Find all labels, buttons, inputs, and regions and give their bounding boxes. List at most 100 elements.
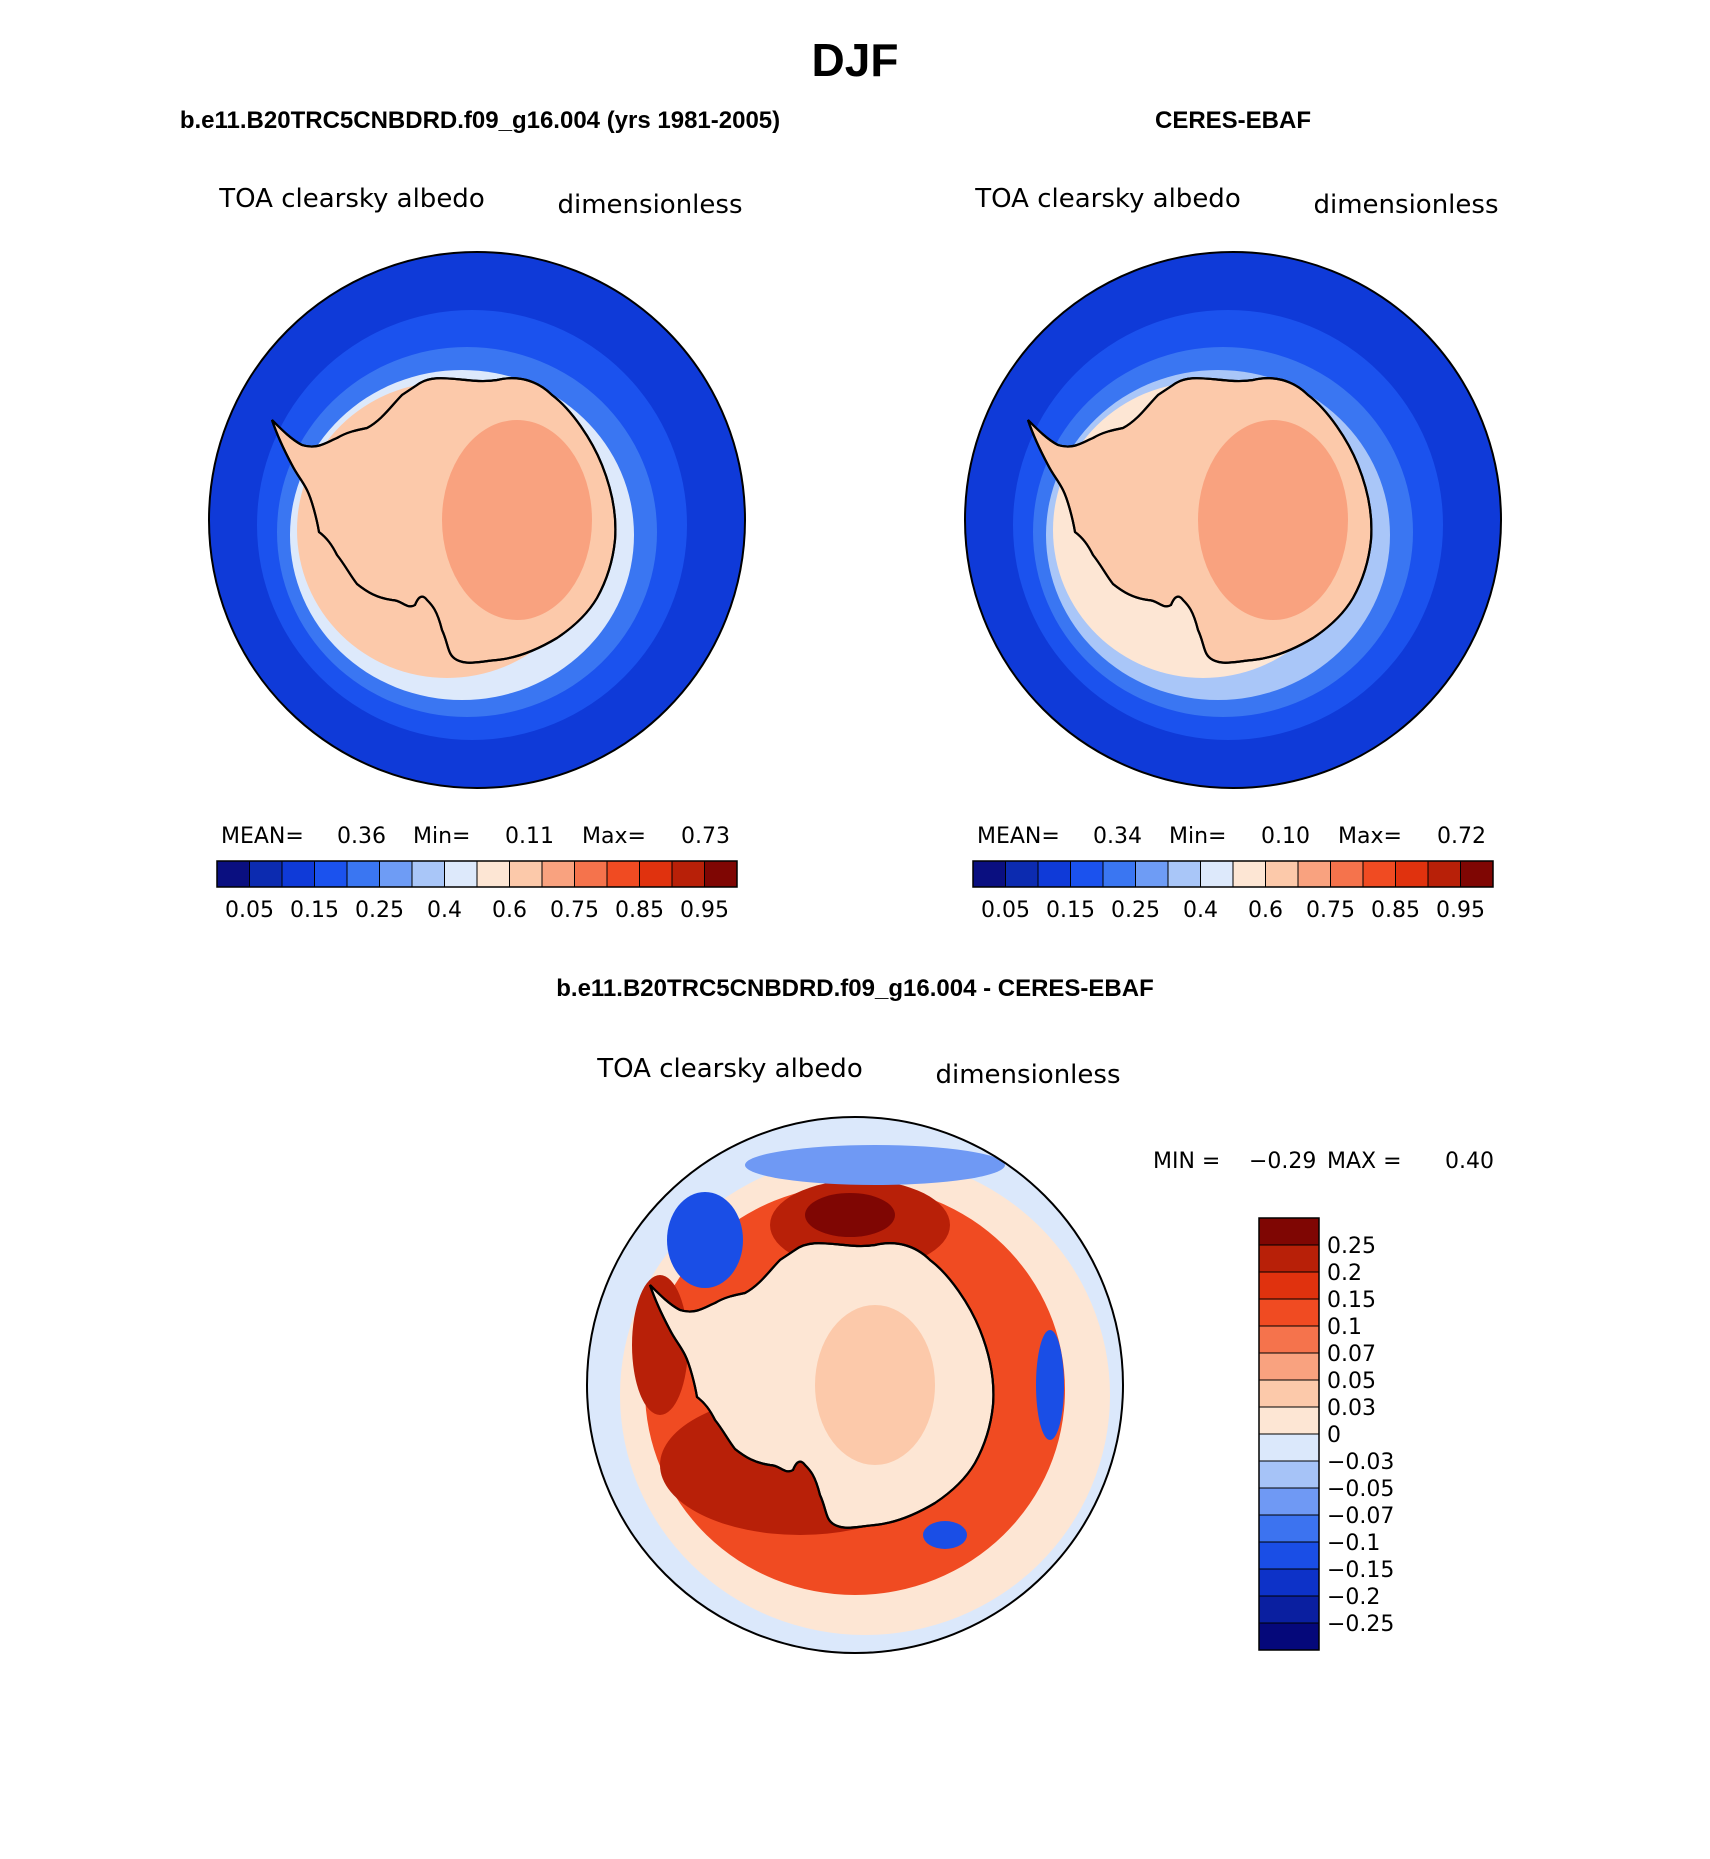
- panel-diff-max-value: 0.40: [1445, 1149, 1494, 1174]
- panel-diff-max-label: MAX =: [1327, 1149, 1402, 1174]
- panel-diff-negative-west: [667, 1192, 743, 1288]
- panel-diff-negative-north-band: [745, 1145, 1005, 1185]
- panel-diff-variable: TOA clearsky albedo: [596, 1054, 862, 1084]
- panel-diff-map-border: [586, 1116, 1124, 1654]
- panel-model-colorbar-swatch: [606, 860, 640, 888]
- panel-model-colorbar-swatch: [411, 860, 445, 888]
- panel-obs-colorbar-swatch: [1167, 860, 1201, 888]
- panel-model-colorbar-swatch: [379, 860, 413, 888]
- panel-diff-colorbar-tick-label: 0.03: [1327, 1396, 1376, 1421]
- panel-obs: CERES-EBAF TOA clearsky albedo dimension…: [964, 107, 1502, 923]
- panel-model-colorbar-swatch: [639, 860, 673, 888]
- panel-obs-antarctica: [1026, 377, 1373, 664]
- panel-obs-colorbar-swatch: [1135, 860, 1169, 888]
- panel-diff: b.e11.B20TRC5CNBDRD.f09_g16.004 - CERES-…: [556, 975, 1494, 1654]
- panel-model-colorbar-tick-label: 0.05: [225, 898, 274, 923]
- panel-diff-colorbar-tick-label: −0.1: [1327, 1531, 1380, 1556]
- panel-model-title: b.e11.B20TRC5CNBDRD.f09_g16.004 (yrs 198…: [180, 107, 780, 134]
- panel-model-mean-label: MEAN=: [221, 824, 304, 849]
- panel-diff-colorbar-tick-label: −0.07: [1327, 1504, 1394, 1529]
- panel-obs-colorbar-swatch: [1395, 860, 1429, 888]
- panel-diff-negative-south: [923, 1521, 967, 1549]
- panel-model-colorbar-swatch: [509, 860, 543, 888]
- panel-obs-max-label: Max=: [1338, 824, 1402, 849]
- panel-diff-colorbar-swatch: [1258, 1244, 1320, 1273]
- panel-diff-title: b.e11.B20TRC5CNBDRD.f09_g16.004 - CERES-…: [556, 975, 1154, 1002]
- panel-diff-colorbar-swatch: [1258, 1541, 1320, 1570]
- panel-model-units: dimensionless: [558, 190, 743, 220]
- panel-model-colorbar-swatch: [281, 860, 315, 888]
- panel-diff-colorbar-swatch: [1258, 1325, 1320, 1354]
- panel-model-colorbar-swatch: [574, 860, 608, 888]
- panel-diff-colorbar-swatch: [1258, 1271, 1320, 1300]
- panel-diff-stats: MIN = −0.29 MAX = 0.40: [1153, 1149, 1494, 1174]
- panel-model-colorbar-tick-label: 0.75: [550, 898, 599, 923]
- panel-diff-colorbar-tick-label: 0.07: [1327, 1342, 1376, 1367]
- panel-diff-antarctica: [648, 1242, 995, 1529]
- panel-obs-colorbar-tick-label: 0.15: [1046, 898, 1095, 923]
- panel-diff-colorbar-swatch: [1258, 1298, 1320, 1327]
- panel-obs-min-label: Min=: [1169, 824, 1226, 849]
- panel-obs-colorbar-tick-label: 0.85: [1371, 898, 1420, 923]
- panel-obs-stats: MEAN= 0.34 Min= 0.10 Max= 0.72: [977, 824, 1486, 849]
- panel-obs-max-value: 0.72: [1437, 824, 1486, 849]
- panel-obs-colorbar-tick-label: 0.25: [1111, 898, 1160, 923]
- panel-diff-colorbar-tick-label: −0.15: [1327, 1558, 1394, 1583]
- panel-diff-colorbar-swatch: [1258, 1352, 1320, 1381]
- panel-diff-plateau: [815, 1305, 935, 1465]
- panel-obs-colorbar: 0.05 0.15 0.25 0.4 0.6 0.75 0.85 0.95: [972, 860, 1494, 923]
- panel-obs-colorbar-swatch: [1005, 860, 1039, 888]
- panel-obs-mean-label: MEAN=: [977, 824, 1060, 849]
- panel-diff-colorbar-tick-label: 0.1: [1327, 1315, 1362, 1340]
- panel-model-plateau: [442, 420, 592, 620]
- panel-obs-colorbar-swatch: [1427, 860, 1461, 888]
- panel-obs-colorbar-swatch: [1200, 860, 1234, 888]
- panel-diff-colorbar-tick-label: −0.05: [1327, 1477, 1394, 1502]
- panel-diff-colorbar-tick-label: −0.2: [1327, 1585, 1380, 1610]
- panel-model-colorbar-tick-label: 0.6: [492, 898, 527, 923]
- panel-model-colorbar: 0.05 0.15 0.25 0.4 0.6 0.75 0.85 0.95: [216, 860, 738, 923]
- panel-diff-colorbar-tick-label: 0.15: [1327, 1288, 1376, 1313]
- panel-obs-colorbar-swatch: [972, 860, 1006, 888]
- panel-diff-colorbar-swatch: [1258, 1595, 1320, 1624]
- panel-obs-colorbar-swatch: [1330, 860, 1364, 888]
- panel-model-mean-value: 0.36: [337, 824, 386, 849]
- panel-diff-colorbar: 0.250.20.150.10.070.050.030−0.03−0.05−0.…: [1258, 1217, 1394, 1651]
- panel-obs-colorbar-swatch: [1265, 860, 1299, 888]
- panel-obs-plateau: [1198, 420, 1348, 620]
- panel-diff-colorbar-swatch: [1258, 1514, 1320, 1543]
- panel-model-colorbar-swatch: [346, 860, 380, 888]
- panel-diff-ring-north-max: [805, 1193, 895, 1237]
- panel-model-colorbar-swatch: [249, 860, 283, 888]
- panel-obs-variable: TOA clearsky albedo: [974, 184, 1240, 214]
- panel-diff-colorbar-tick-label: 0: [1327, 1423, 1341, 1448]
- panel-obs-map-border: [964, 251, 1502, 789]
- panel-obs-colorbar-swatch: [1102, 860, 1136, 888]
- panel-model-colorbar-swatch: [216, 860, 250, 888]
- panel-model-colorbar-swatch: [314, 860, 348, 888]
- panel-model-map-border: [208, 251, 746, 789]
- panel-model-colorbar-swatch: [541, 860, 575, 888]
- panel-model-colorbar-swatch: [671, 860, 705, 888]
- panel-diff-colorbar-swatch: [1258, 1622, 1320, 1651]
- panel-diff-colorbar-tick-label: 0.05: [1327, 1369, 1376, 1394]
- panel-obs-colorbar-swatch: [1232, 860, 1266, 888]
- panel-obs-colorbar-tick-label: 0.05: [981, 898, 1030, 923]
- panel-obs-colorbar-swatch: [1460, 860, 1494, 888]
- panel-model-max-label: Max=: [582, 824, 646, 849]
- panel-model-max-value: 0.73: [681, 824, 730, 849]
- panel-diff-colorbar-swatch: [1258, 1217, 1320, 1246]
- panel-obs-colorbar-tick-label: 0.4: [1183, 898, 1218, 923]
- panel-model: b.e11.B20TRC5CNBDRD.f09_g16.004 (yrs 198…: [180, 107, 780, 923]
- panel-model-colorbar-tick-label: 0.15: [290, 898, 339, 923]
- panel-diff-map: [587, 1117, 1123, 1653]
- panel-diff-colorbar-swatch: [1258, 1379, 1320, 1408]
- panel-model-colorbar-tick-label: 0.95: [680, 898, 729, 923]
- panel-model-stats: MEAN= 0.36 Min= 0.11 Max= 0.73: [221, 824, 730, 849]
- panel-obs-title: CERES-EBAF: [1155, 107, 1311, 134]
- panel-diff-colorbar-swatch: [1258, 1433, 1320, 1462]
- panel-diff-min-label: MIN =: [1153, 1149, 1220, 1174]
- panel-model-colorbar-swatch: [704, 860, 738, 888]
- panel-diff-negative-east: [1036, 1330, 1064, 1440]
